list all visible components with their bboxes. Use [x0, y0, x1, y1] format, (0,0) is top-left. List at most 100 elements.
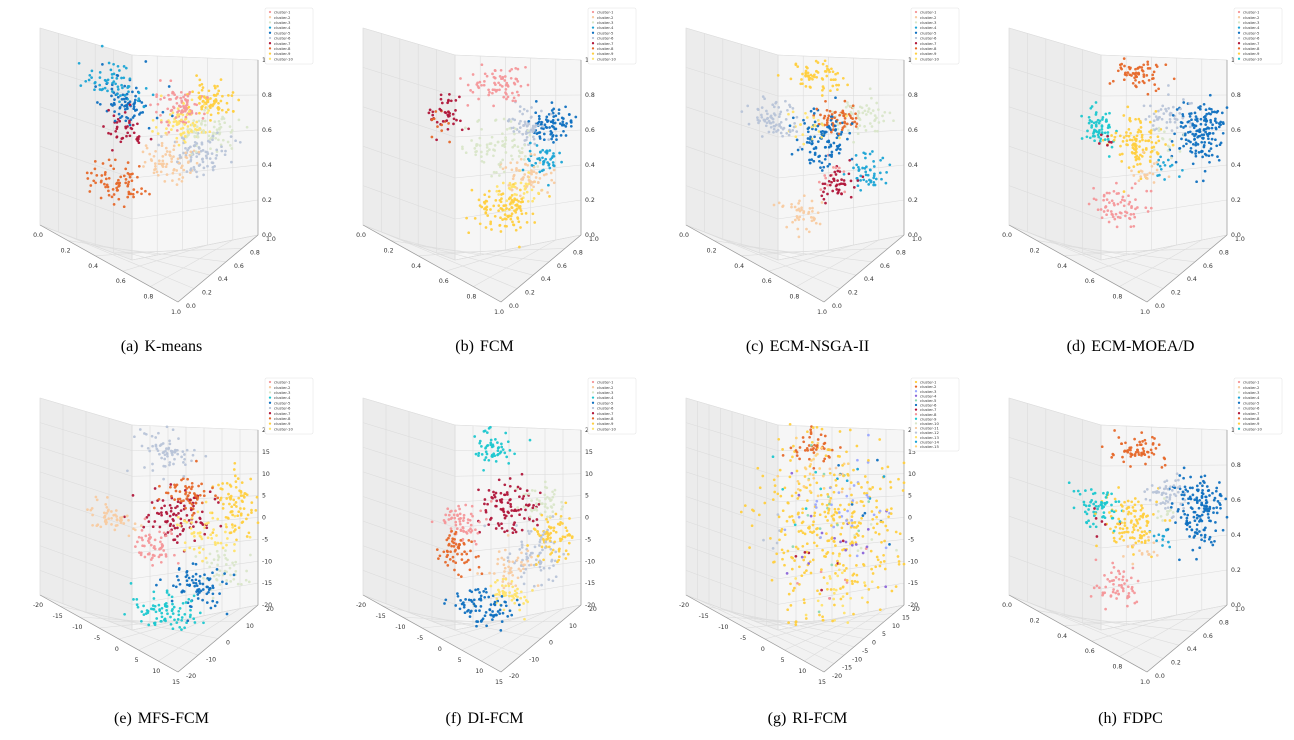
scatter-point-cluster-4 [513, 452, 516, 456]
scatter-point-cluster-6 [200, 141, 204, 145]
scatter-point-cluster-9 [1148, 160, 1152, 164]
scatter-point-cluster-9 [1129, 131, 1132, 135]
scatter-point-cluster-2 [104, 518, 108, 522]
scatter-point-cluster-7 [160, 511, 163, 514]
scatter-point-cluster-6 [539, 568, 543, 572]
scatter-point-cluster-3 [863, 125, 866, 128]
scatter-point-cluster-9 [209, 103, 213, 107]
scatter-point-cluster-2 [517, 567, 521, 571]
scatter-point-cluster-10 [176, 113, 179, 117]
scatter-point-cluster-7 [179, 509, 183, 512]
scatter-point-cluster-8 [435, 548, 439, 551]
scatter-point-cluster-1 [487, 93, 491, 97]
subplot-label-d: (d) [1066, 338, 1086, 355]
scatter-point-cluster-1 [826, 587, 829, 591]
scatter-point-cluster-15 [812, 476, 816, 480]
scatter-point-cluster-1 [807, 526, 810, 530]
scatter-point-cluster-6 [776, 128, 780, 132]
scatter-point-cluster-5 [808, 150, 812, 154]
scatter-point-cluster-9 [219, 496, 223, 500]
scatter-point-cluster-1 [886, 528, 889, 532]
scatter-point-cluster-6 [195, 142, 199, 145]
x-tick-label: 0.0 [33, 232, 43, 239]
scatter-point-cluster-4 [521, 168, 525, 172]
scatter-point-cluster-6 [183, 453, 186, 456]
scatter-point-cluster-4 [558, 151, 561, 155]
scatter-point-cluster-9 [233, 524, 237, 528]
y-tick-label: 20 [912, 606, 920, 613]
scatter-point-cluster-4 [500, 445, 504, 449]
scatter-point-cluster-3 [223, 121, 227, 125]
scatter-point-cluster-6 [540, 109, 543, 113]
scatter-point-cluster-1 [836, 454, 840, 458]
scatter-point-cluster-10 [504, 584, 508, 588]
scatter-point-cluster-6 [1168, 117, 1172, 121]
scatter-point-cluster-1 [831, 619, 834, 623]
y-tick-label: -20 [186, 673, 196, 680]
scatter-point-cluster-6 [512, 130, 516, 133]
scatter-point-cluster-5 [549, 130, 553, 133]
scatter-point-cluster-7 [170, 506, 173, 510]
scatter-point-cluster-2 [816, 438, 820, 441]
scatter-point-cluster-4 [491, 444, 495, 448]
grid-line [39, 145, 133, 179]
scatter-point-cluster-7 [843, 183, 847, 187]
scatter-point-cluster-10 [516, 587, 519, 591]
scatter-point-cluster-4 [142, 105, 146, 109]
scatter-point-cluster-4 [885, 171, 888, 174]
scatter-point-cluster-8 [1134, 71, 1138, 75]
scatter-point-cluster-3 [217, 555, 221, 559]
scatter-point-cluster-10 [513, 601, 517, 605]
scatter-point-cluster-2 [517, 169, 521, 172]
scatter-point-cluster-5 [474, 609, 478, 613]
scatter-point-cluster-4 [170, 609, 174, 613]
scatter-point-cluster-4 [115, 77, 119, 80]
scatter-point-cluster-5 [195, 584, 199, 588]
scatter-point-cluster-1 [485, 74, 489, 78]
scatter-point-cluster-5 [829, 115, 833, 119]
scatter-point-cluster-5 [534, 100, 538, 103]
scatter-point-cluster-1 [149, 103, 152, 107]
y-tick-label: 0.6 [234, 263, 244, 270]
scatter-point-cluster-4 [170, 595, 174, 599]
scatter-point-cluster-6 [781, 127, 785, 131]
scatter-point-cluster-1 [758, 486, 762, 490]
scatter-point-cluster-9 [1112, 138, 1116, 142]
scatter-point-cluster-2 [177, 177, 181, 181]
scatter-point-cluster-1 [514, 66, 518, 70]
scatter-point-cluster-9 [834, 78, 837, 81]
legend-marker [591, 10, 595, 14]
scatter-point-cluster-6 [760, 106, 764, 109]
scatter-point-cluster-1 [805, 542, 809, 546]
scatter-point-cluster-1 [447, 518, 451, 521]
scatter-point-cluster-2 [506, 534, 510, 537]
scatter-point-cluster-2 [516, 556, 520, 560]
scatter-point-cluster-2 [510, 188, 514, 192]
scatter-point-cluster-5 [1202, 128, 1206, 131]
legend-entry-label: cluster-4 [274, 25, 291, 30]
scatter-point-cluster-3 [200, 121, 203, 125]
scatter-point-cluster-3 [223, 553, 226, 557]
scatter-point-cluster-4 [166, 612, 169, 616]
scatter-point-cluster-4 [185, 621, 188, 625]
scatter-point-cluster-3 [551, 495, 555, 499]
scatter-point-cluster-1 [1094, 198, 1098, 202]
scatter-point-cluster-4 [538, 170, 542, 174]
scatter-point-cluster-5 [1213, 119, 1217, 123]
grid-line [697, 599, 835, 664]
grid-line [1119, 239, 1202, 287]
scatter-point-cluster-5 [194, 578, 198, 582]
grid-line [704, 231, 841, 289]
scatter-point-cluster-7 [119, 140, 123, 144]
scatter-point-cluster-4 [120, 83, 123, 87]
scatter-point-cluster-1 [476, 531, 480, 535]
scatter-point-cluster-5 [811, 127, 814, 131]
legend-entry-label: cluster-1 [920, 380, 937, 385]
grid-line [1008, 145, 1102, 179]
grid-line [1008, 106, 1102, 138]
scatter-point-cluster-5 [184, 575, 188, 579]
scatter-point-cluster-8 [170, 494, 173, 498]
scatter-point-cluster-9 [499, 207, 503, 210]
scatter-point-cluster-1 [170, 108, 174, 112]
scatter-point-cluster-10 [154, 126, 158, 129]
